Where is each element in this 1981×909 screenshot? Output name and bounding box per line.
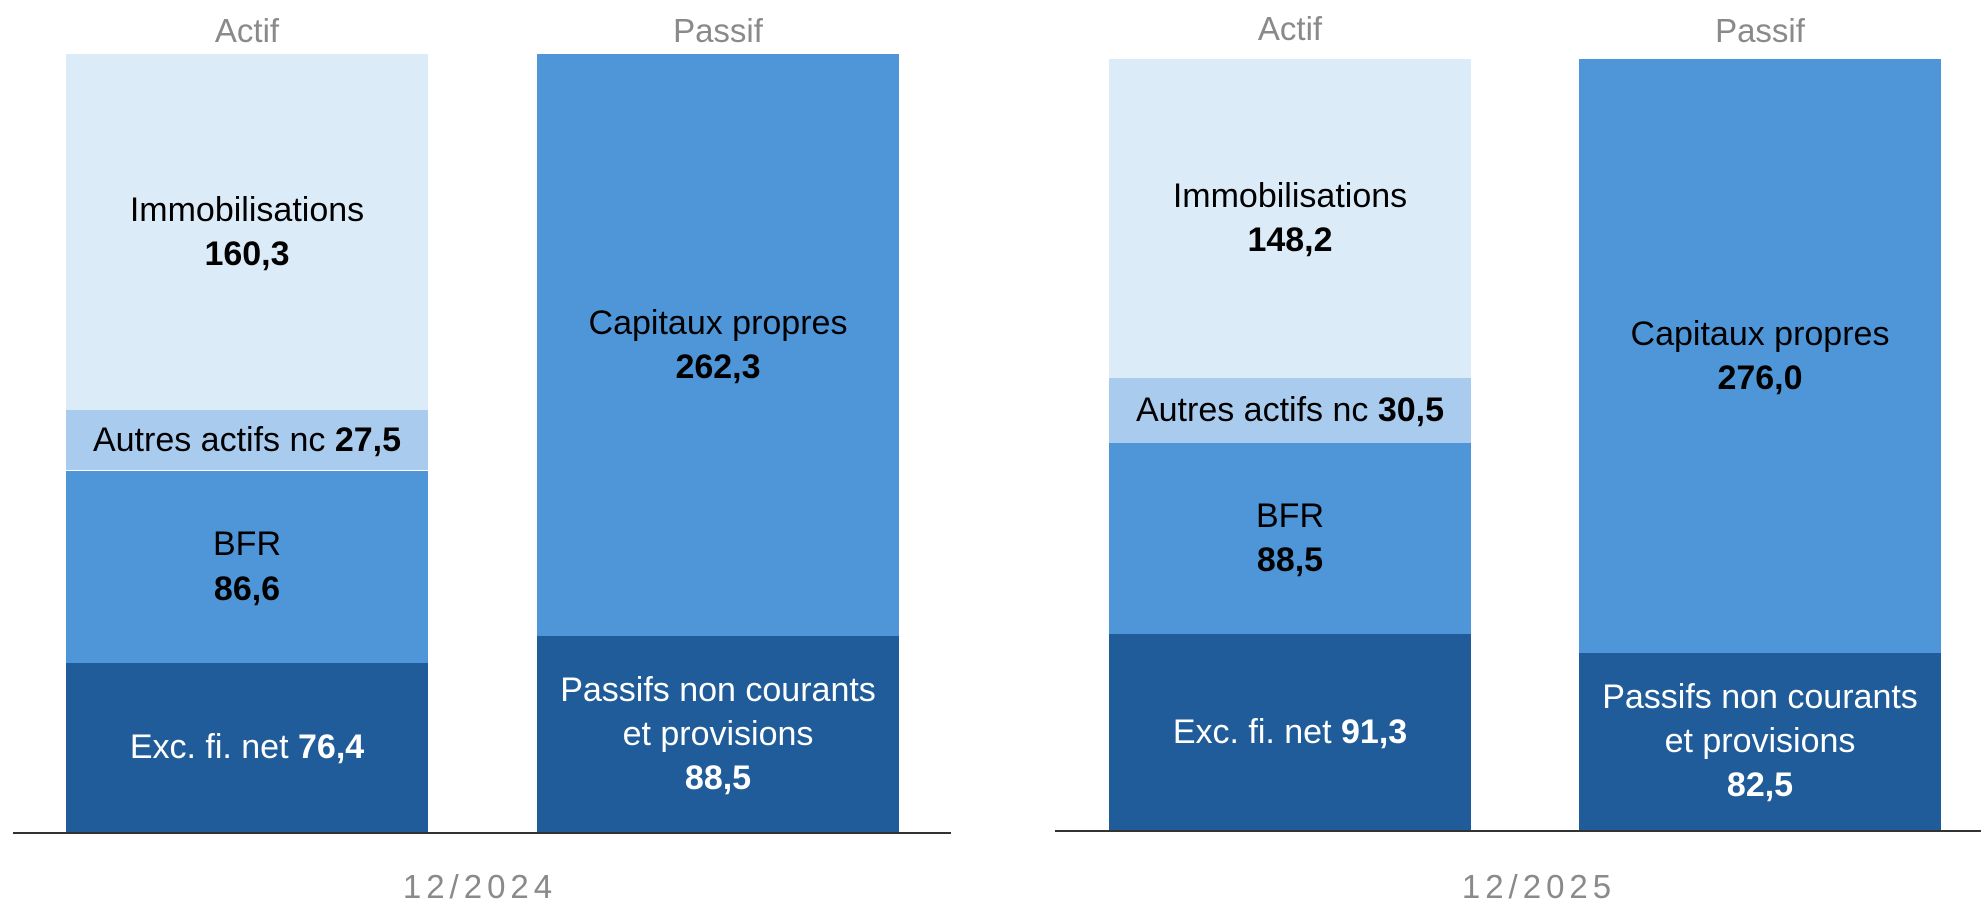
segment-name: Passifs non courants et provisions: [560, 670, 876, 753]
segment-text: Immobilisations 160,3: [130, 188, 364, 276]
segment-value: 262,3: [675, 347, 761, 386]
segment-name: Capitaux propres: [588, 303, 848, 342]
segment-name: Autres actifs nc: [1135, 391, 1369, 430]
segment-value: 148,2: [1247, 221, 1333, 260]
segment-name: Passifs non courants et provisions: [1602, 677, 1918, 761]
segment-name: Capitaux propres: [1630, 314, 1890, 353]
bar-segment: Capitaux propres 276,0: [1579, 59, 1941, 653]
bar-segment: Immobilisations 148,2: [1109, 59, 1471, 378]
bar-segment: BFR 86,6: [66, 470, 428, 663]
segment-text: Autres actifs nc 27,5: [93, 418, 401, 462]
baseline: [1055, 830, 1981, 832]
x-axis-label: 12/2024: [402, 868, 558, 905]
segment-value: 88,5: [684, 758, 752, 797]
segment-value: 86,6: [213, 569, 281, 608]
category-label: Passif: [673, 12, 763, 49]
segment-name: Immobilisations: [1172, 177, 1408, 216]
segment-name: Immobilisations: [129, 190, 365, 229]
segment-value: 82,5: [1726, 766, 1794, 805]
bar-segment: Exc. fi. net 91,3: [1109, 633, 1471, 830]
segment-name: BFR: [213, 525, 281, 564]
segment-text: Capitaux propres 276,0: [1631, 312, 1890, 400]
segment-name: BFR: [1256, 497, 1324, 536]
segment-name: Exc. fi. net: [129, 728, 289, 767]
x-axis-label: 12/2025: [1461, 868, 1617, 905]
segment-text: Capitaux propres 262,3: [589, 301, 848, 389]
segment-text: Autres actifs nc 30,5: [1136, 388, 1444, 432]
segment-value: 91,3: [1341, 712, 1408, 751]
segment-text: Immobilisations 148,2: [1173, 174, 1407, 262]
segment-value: 76,4: [298, 728, 365, 767]
bar-segment: Autres actifs nc 30,5: [1109, 377, 1471, 444]
bar-segment: Capitaux propres 262,3: [537, 54, 899, 636]
segment-text: BFR 88,5: [1256, 494, 1324, 582]
baseline: [13, 832, 951, 834]
bar-segment: Passifs non courants et provisions 82,5: [1579, 652, 1941, 830]
segment-name: Autres actifs nc: [92, 420, 326, 459]
segment-name: Exc. fi. net: [1172, 712, 1332, 751]
segment-value: 27,5: [334, 420, 402, 459]
bar-segment: Immobilisations 160,3: [66, 54, 428, 410]
segment-value: 276,0: [1717, 358, 1803, 397]
segment-text: Passifs non courants et provisions 82,5: [1587, 675, 1933, 808]
category-label: Actif: [214, 12, 280, 49]
segment-value: 30,5: [1377, 391, 1445, 430]
bar-segment: Exc. fi. net 76,4: [66, 662, 428, 832]
category-label: Passif: [1715, 12, 1805, 49]
segment-text: Passifs non courants et provisions 88,5: [545, 668, 891, 801]
segment-text: Exc. fi. net 76,4: [130, 725, 364, 769]
segment-text: Exc. fi. net 91,3: [1173, 710, 1407, 754]
category-label: Actif: [1257, 10, 1323, 47]
bar-segment: Autres actifs nc 27,5: [66, 409, 428, 471]
segment-value: 160,3: [204, 234, 290, 273]
segment-text: BFR 86,6: [213, 522, 281, 610]
bar-segment: BFR 88,5: [1109, 443, 1471, 634]
segment-value: 88,5: [1256, 541, 1324, 580]
bar-segment: Passifs non courants et provisions 88,5: [537, 635, 899, 832]
